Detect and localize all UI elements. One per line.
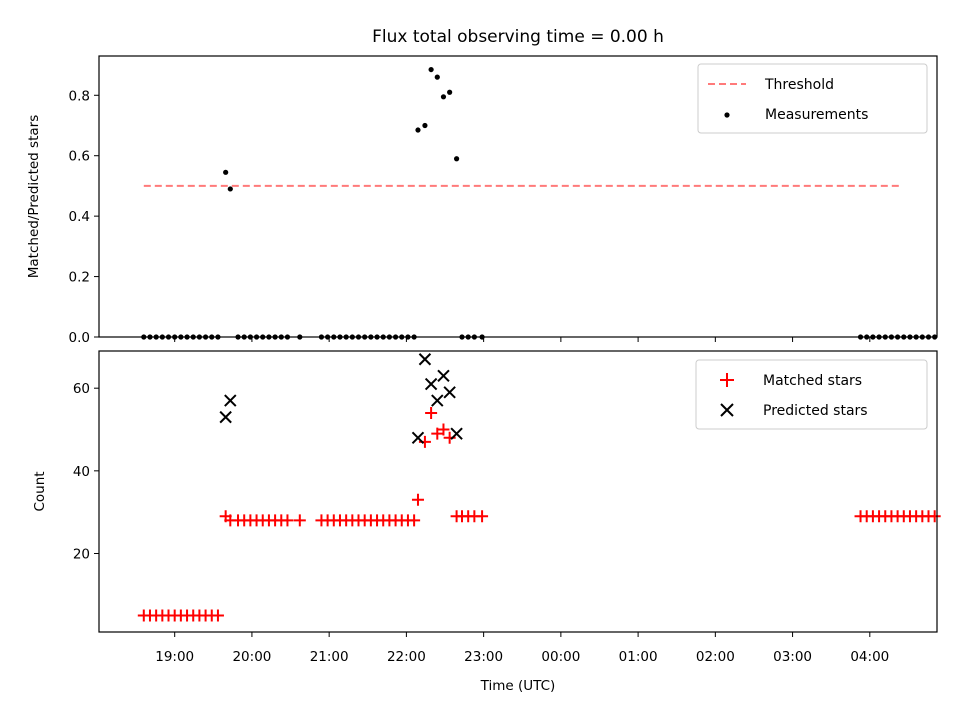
matched-star-point — [411, 493, 424, 506]
y-tick-label: 40 — [73, 464, 90, 480]
top-plot-frame — [98, 55, 938, 338]
legend-measurements-label: Measurements — [765, 107, 868, 123]
y-tick-label: 0.6 — [69, 149, 90, 165]
legend-threshold-label: Threshold — [764, 77, 834, 93]
matched-star-point — [476, 510, 489, 523]
x-tick-label: 04:00 — [850, 649, 889, 665]
predicted-star-point — [418, 353, 432, 366]
legend-predicted-label: Predicted stars — [763, 403, 868, 419]
x-tick-label: 19:00 — [155, 649, 194, 665]
x-tick-label: 23:00 — [464, 649, 503, 665]
y-tick-label: 0.0 — [69, 330, 90, 346]
measurement-point — [453, 156, 460, 162]
predicted-star-point — [224, 394, 237, 407]
predicted-star-point — [443, 386, 456, 399]
top-legend-box — [697, 63, 928, 134]
legend-predicted-marker — [720, 403, 734, 417]
y-tick-label: 20 — [73, 546, 90, 562]
bottom-x-axis: 19:00 20:00 21:00 22:00 23:00 00:00 01:00 02:00… — [155, 632, 889, 665]
x-tick-label: 02:00 — [696, 649, 735, 665]
y-tick-label: 0.8 — [69, 88, 90, 104]
bottom-plot: 20 40 60 19:00 20:00 21:00 22:00 23:00 00:00 01:… — [32, 350, 941, 694]
y-tick-label: 0.4 — [69, 209, 90, 225]
predicted-star-point — [431, 394, 444, 407]
matched-star-point — [293, 514, 306, 527]
legend-measurements-marker — [724, 112, 730, 118]
matched-star-point — [928, 510, 941, 523]
chart-title: Flux total observing time = 0.00 h — [372, 27, 664, 47]
bottom-legend: Matched stars Predicted stars — [695, 359, 928, 430]
x-tick-label: 03:00 — [773, 649, 812, 665]
measurement-point — [227, 186, 233, 192]
matched-star-point — [437, 423, 450, 436]
predicted-star-point — [437, 369, 450, 383]
matched-star-point — [211, 609, 224, 622]
bottom-y-axis-label: Count — [32, 471, 48, 511]
x-tick-label: 01:00 — [619, 649, 658, 665]
measurement-point — [440, 94, 447, 100]
top-legend: Threshold Measurements — [697, 63, 928, 134]
matched-star-point — [408, 514, 421, 527]
measurement-point — [447, 89, 453, 95]
bottom-plot-marks — [137, 353, 941, 622]
predicted-star-point — [424, 377, 438, 391]
legend-matched-label: Matched stars — [763, 373, 862, 389]
top-y-axis-label: Matched/Predicted stars — [26, 115, 42, 278]
bottom-y-axis: 20 40 60 — [73, 381, 99, 562]
measurement-point — [428, 66, 434, 73]
y-tick-label: 60 — [73, 381, 90, 397]
top-plot: 0.00.20.40.60.8 Matched/Predicted stars … — [26, 55, 938, 346]
predicted-star-point — [219, 410, 232, 424]
matched-star-point — [425, 406, 438, 419]
x-tick-label: 20:00 — [232, 649, 271, 665]
measurement-point — [223, 169, 229, 175]
measurement-point — [434, 74, 440, 80]
predicted-star-point — [411, 431, 425, 444]
x-axis-label: Time (UTC) — [480, 678, 556, 694]
top-plot-marks — [141, 66, 938, 340]
measurement-point — [415, 127, 421, 133]
top-x-axis — [174, 337, 871, 342]
top-y-axis: 0.0 0.2 0.4 0.6 0.8 — [69, 88, 99, 346]
x-tick-label: 21:00 — [310, 649, 349, 665]
x-tick-label: 22:00 — [387, 649, 426, 665]
matched-star-point — [281, 514, 294, 527]
measurement-point — [422, 122, 428, 129]
x-tick-label: 00:00 — [541, 649, 580, 665]
bottom-legend-box — [695, 359, 928, 430]
matched-star-point — [431, 427, 444, 440]
legend-matched-marker — [720, 373, 734, 387]
y-tick-label: 0.2 — [69, 270, 90, 286]
bottom-plot-frame — [98, 350, 938, 633]
predicted-star-point — [450, 427, 463, 440]
